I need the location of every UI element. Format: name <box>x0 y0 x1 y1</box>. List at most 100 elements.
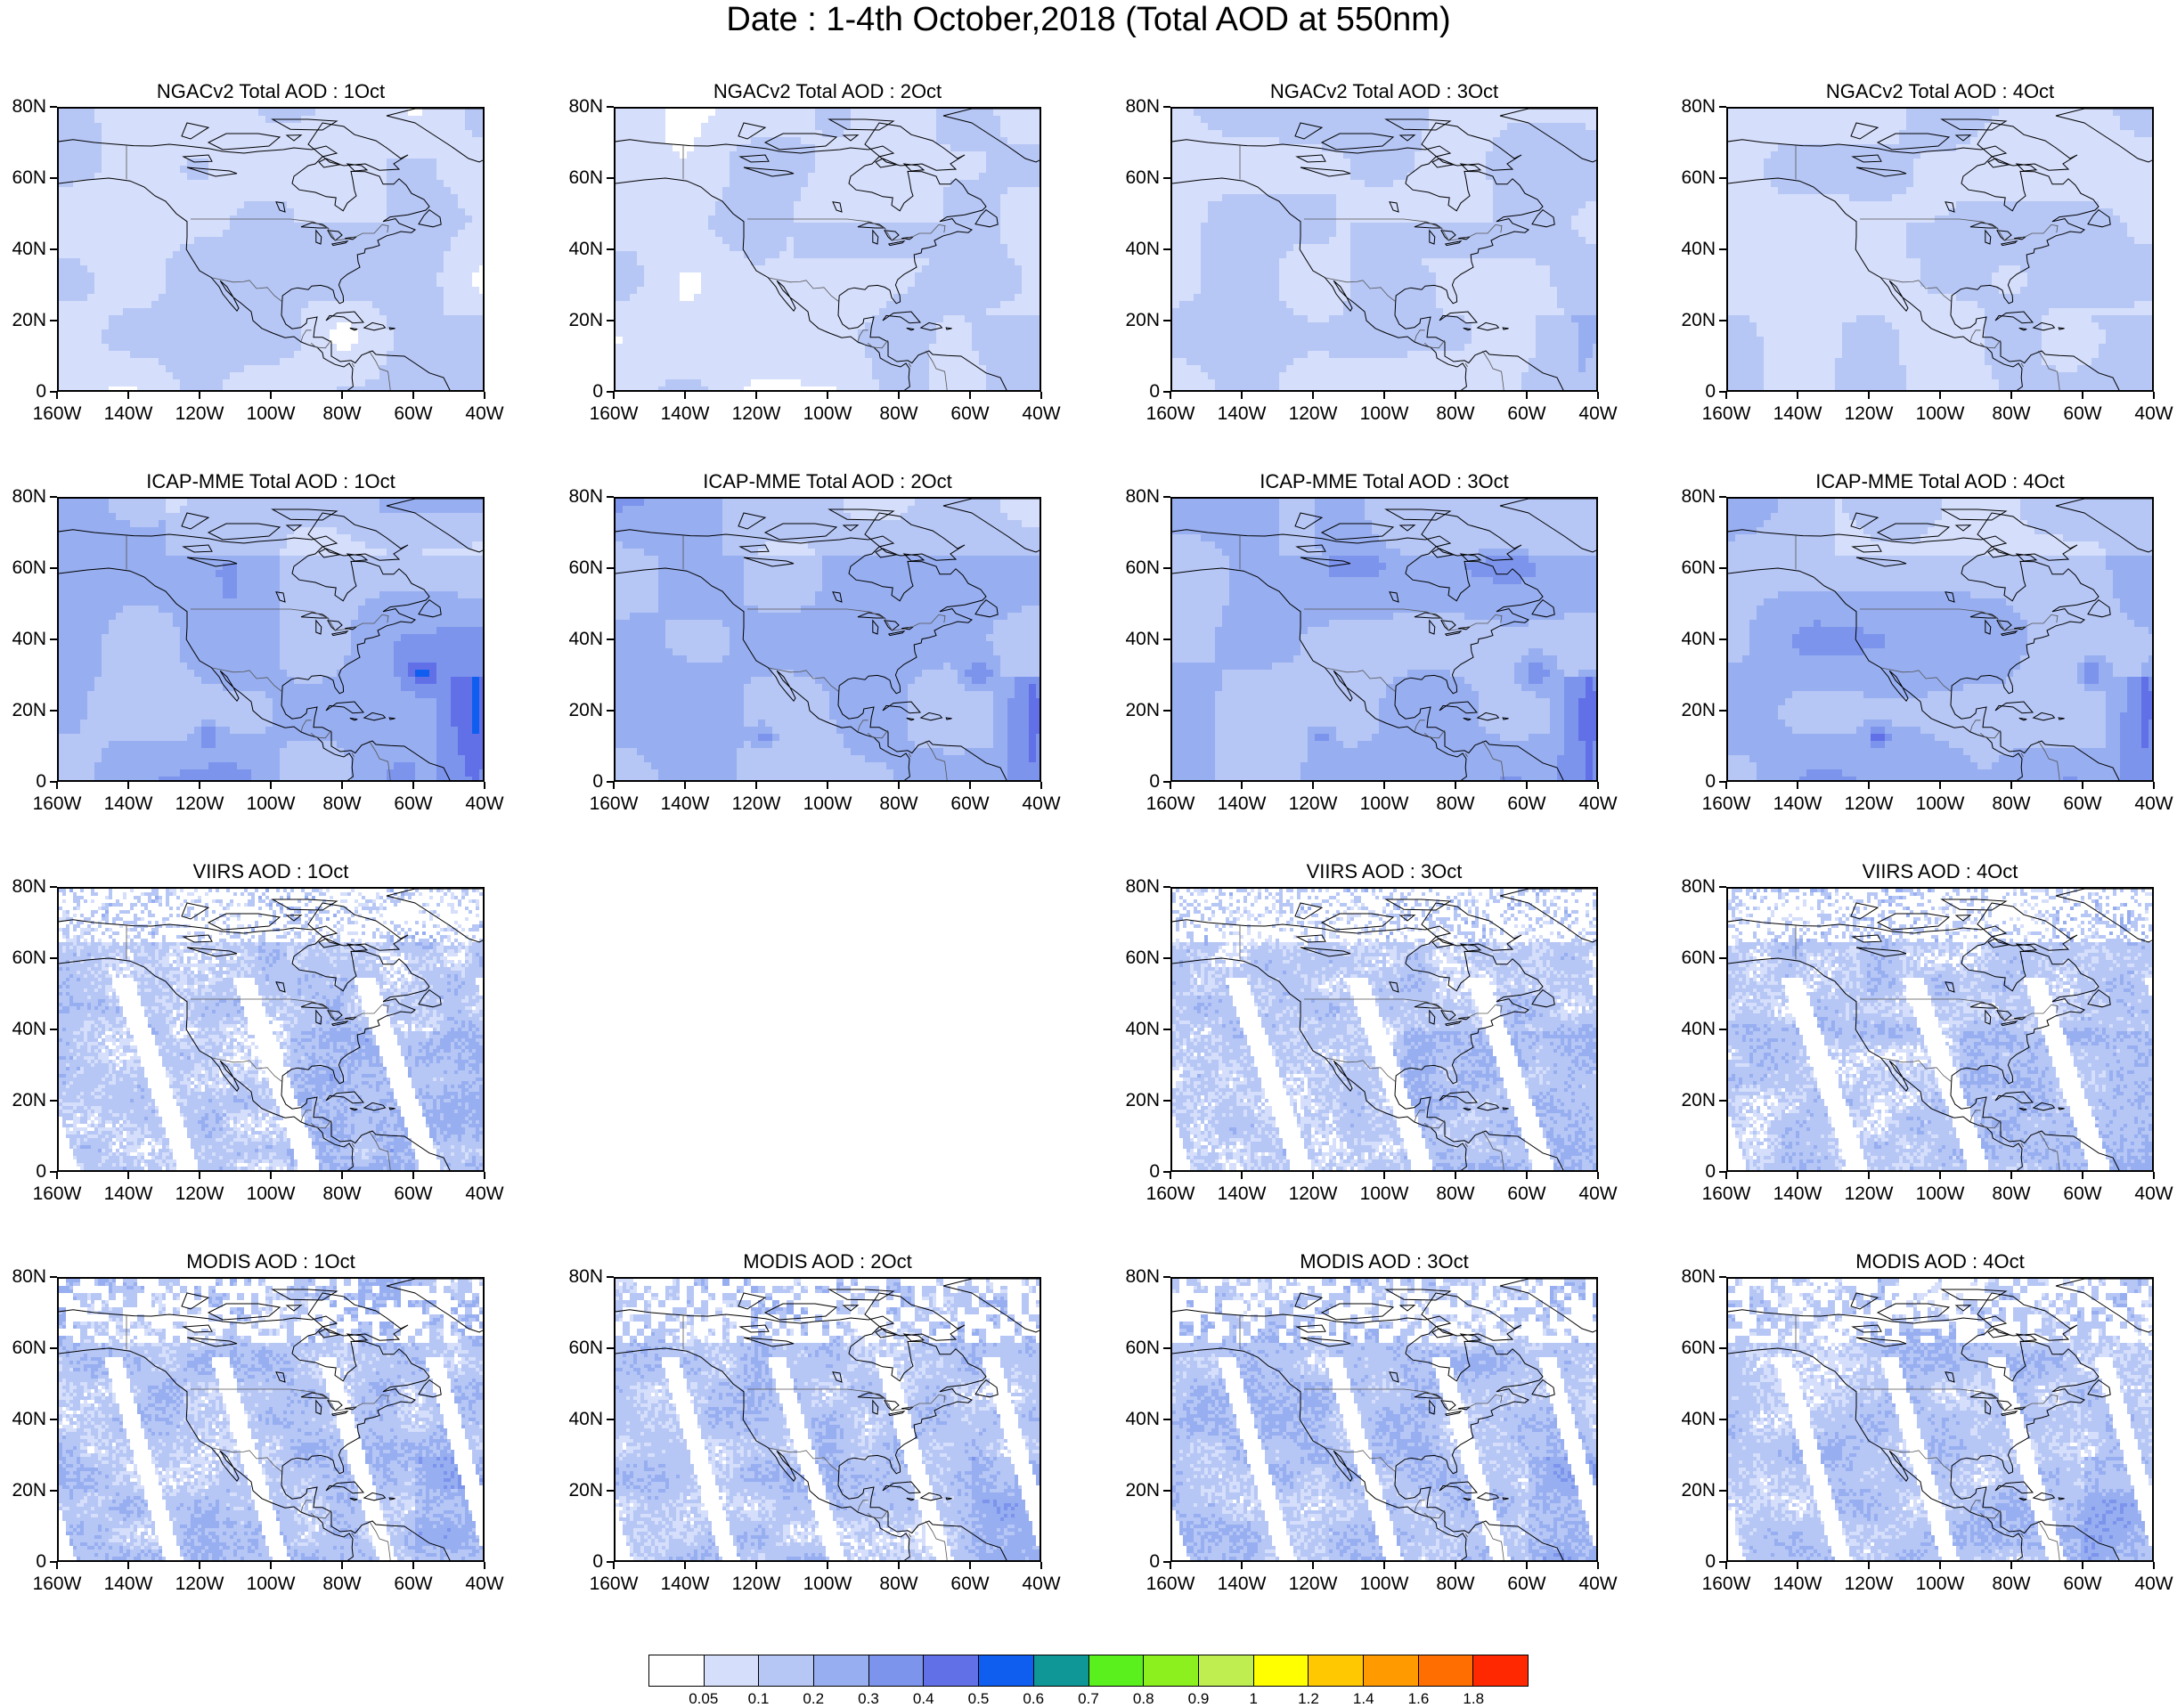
lon-tick-label: 40W <box>2123 404 2177 424</box>
lon-tick <box>1939 392 1941 399</box>
lat-tick-label: 0 <box>0 772 46 792</box>
panel-title: VIIRS AOD : 4Oct <box>1726 860 2154 883</box>
colorbar-swatch <box>759 1655 814 1686</box>
lat-tick <box>1163 1100 1170 1102</box>
lon-tick <box>412 1172 414 1179</box>
lat-tick <box>607 248 614 250</box>
lon-tick-label: 120W <box>1838 404 1900 424</box>
lat-tick-label: 60N <box>0 948 46 968</box>
lat-tick-label: 40N <box>1669 1410 1716 1429</box>
aod-map <box>616 499 1041 782</box>
colorbar-swatch <box>979 1655 1034 1686</box>
lon-tick-label: 100W <box>240 794 302 814</box>
map-area <box>1726 1277 2154 1562</box>
aod-map <box>59 499 485 782</box>
lat-tick-label: 60N <box>0 168 46 188</box>
lon-tick <box>341 782 343 789</box>
lon-tick-label: 120W <box>725 1574 787 1594</box>
figure-title: Date : 1-4th October,2018 (Total AOD at … <box>0 0 2177 39</box>
colorbar-label: 0.9 <box>1172 1690 1226 1708</box>
lon-tick-label: 60W <box>1496 1574 1558 1594</box>
lat-tick-label: 40N <box>1113 1020 1160 1039</box>
lat-tick-label: 0 <box>557 382 603 402</box>
lon-tick <box>127 1562 129 1569</box>
lat-tick-label: 60N <box>1669 1338 1716 1358</box>
lat-tick-label: 0 <box>1669 772 1716 792</box>
lat-tick <box>1719 106 1726 108</box>
lon-tick-label: 140W <box>97 404 159 424</box>
lon-tick <box>969 782 971 789</box>
colorbar-swatch <box>1034 1655 1089 1686</box>
lat-tick <box>1719 1029 1726 1030</box>
lon-tick-label: 40W <box>2123 1184 2177 1204</box>
lon-tick-label: 120W <box>725 794 787 814</box>
lon-tick <box>1241 392 1243 399</box>
lat-tick <box>1719 1347 1726 1349</box>
map-area <box>1726 497 2154 782</box>
lon-tick <box>412 1562 414 1569</box>
lon-tick <box>969 1562 971 1569</box>
lon-tick-label: 140W <box>1211 1574 1273 1594</box>
lon-tick-label: 160W <box>1695 404 1757 424</box>
lat-tick <box>1719 886 1726 888</box>
colorbar-label: 0.05 <box>677 1690 730 1708</box>
lon-tick-label: 80W <box>868 404 930 424</box>
lon-tick <box>199 1172 200 1179</box>
lon-tick-label: 40W <box>1567 404 1629 424</box>
lon-tick <box>969 392 971 399</box>
lon-tick-label: 40W <box>1010 794 1072 814</box>
lon-tick <box>127 782 129 789</box>
map-area <box>1170 887 1598 1172</box>
map-panel: NGACv2 Total AOD : 2Oct 80N 60N 40N 20N 0 160W… <box>557 80 1082 472</box>
lat-tick-label: 0 <box>1113 772 1160 792</box>
lon-tick <box>827 782 828 789</box>
map-area <box>1170 1277 1598 1562</box>
lat-tick-label: 0 <box>1669 382 1716 402</box>
aod-map <box>616 109 1041 392</box>
lon-tick-label: 60W <box>2051 794 2114 814</box>
lon-tick-label: 140W <box>654 794 716 814</box>
map-panel: VIIRS AOD : 3Oct 80N 60N 40N 20N 0 160W 140W 120… <box>1113 860 1639 1252</box>
lat-tick-label: 20N <box>557 311 603 330</box>
lon-tick <box>2010 392 2012 399</box>
aod-field <box>616 1279 1041 1562</box>
lon-tick-label: 160W <box>1139 1184 1202 1204</box>
lon-tick <box>1526 1562 1528 1569</box>
lon-tick-label: 80W <box>1980 1574 2042 1594</box>
lon-tick-label: 100W <box>1353 794 1415 814</box>
lon-tick-label: 160W <box>583 404 645 424</box>
colorbar-label: 1.2 <box>1282 1690 1335 1708</box>
lat-tick <box>1163 177 1170 179</box>
lat-tick-label: 80N <box>557 97 603 117</box>
lat-tick-label: 20N <box>557 701 603 720</box>
lon-tick-label: 160W <box>583 794 645 814</box>
lat-tick <box>1163 320 1170 321</box>
lat-tick <box>607 1276 614 1278</box>
lat-tick-label: 60N <box>1669 168 1716 188</box>
lon-tick-label: 60W <box>2051 404 2114 424</box>
lon-tick <box>1170 1172 1171 1179</box>
lat-tick <box>50 638 57 640</box>
lon-tick <box>1868 1172 1870 1179</box>
lon-tick <box>1597 782 1599 789</box>
lat-tick-label: 20N <box>1669 701 1716 720</box>
lon-tick <box>613 782 615 789</box>
panel-title: VIIRS AOD : 3Oct <box>1170 860 1598 883</box>
colorbar-label: 1 <box>1227 1690 1280 1708</box>
lon-tick <box>2010 1562 2012 1569</box>
lat-tick-label: 20N <box>1113 701 1160 720</box>
lat-tick <box>1163 886 1170 888</box>
colorbar-label: 0.1 <box>732 1690 786 1708</box>
colorbar-label: 0.8 <box>1117 1690 1170 1708</box>
lat-tick <box>50 1490 57 1492</box>
lon-tick <box>1939 1562 1941 1569</box>
lon-tick <box>898 782 900 789</box>
lon-tick <box>613 1562 615 1569</box>
lon-tick <box>1725 392 1727 399</box>
panel-title: NGACv2 Total AOD : 3Oct <box>1170 80 1598 103</box>
colorbar-swatch <box>649 1655 705 1686</box>
lat-tick <box>1719 710 1726 712</box>
lon-tick <box>199 782 200 789</box>
panel-title: NGACv2 Total AOD : 1Oct <box>57 80 485 103</box>
lon-tick <box>199 392 200 399</box>
